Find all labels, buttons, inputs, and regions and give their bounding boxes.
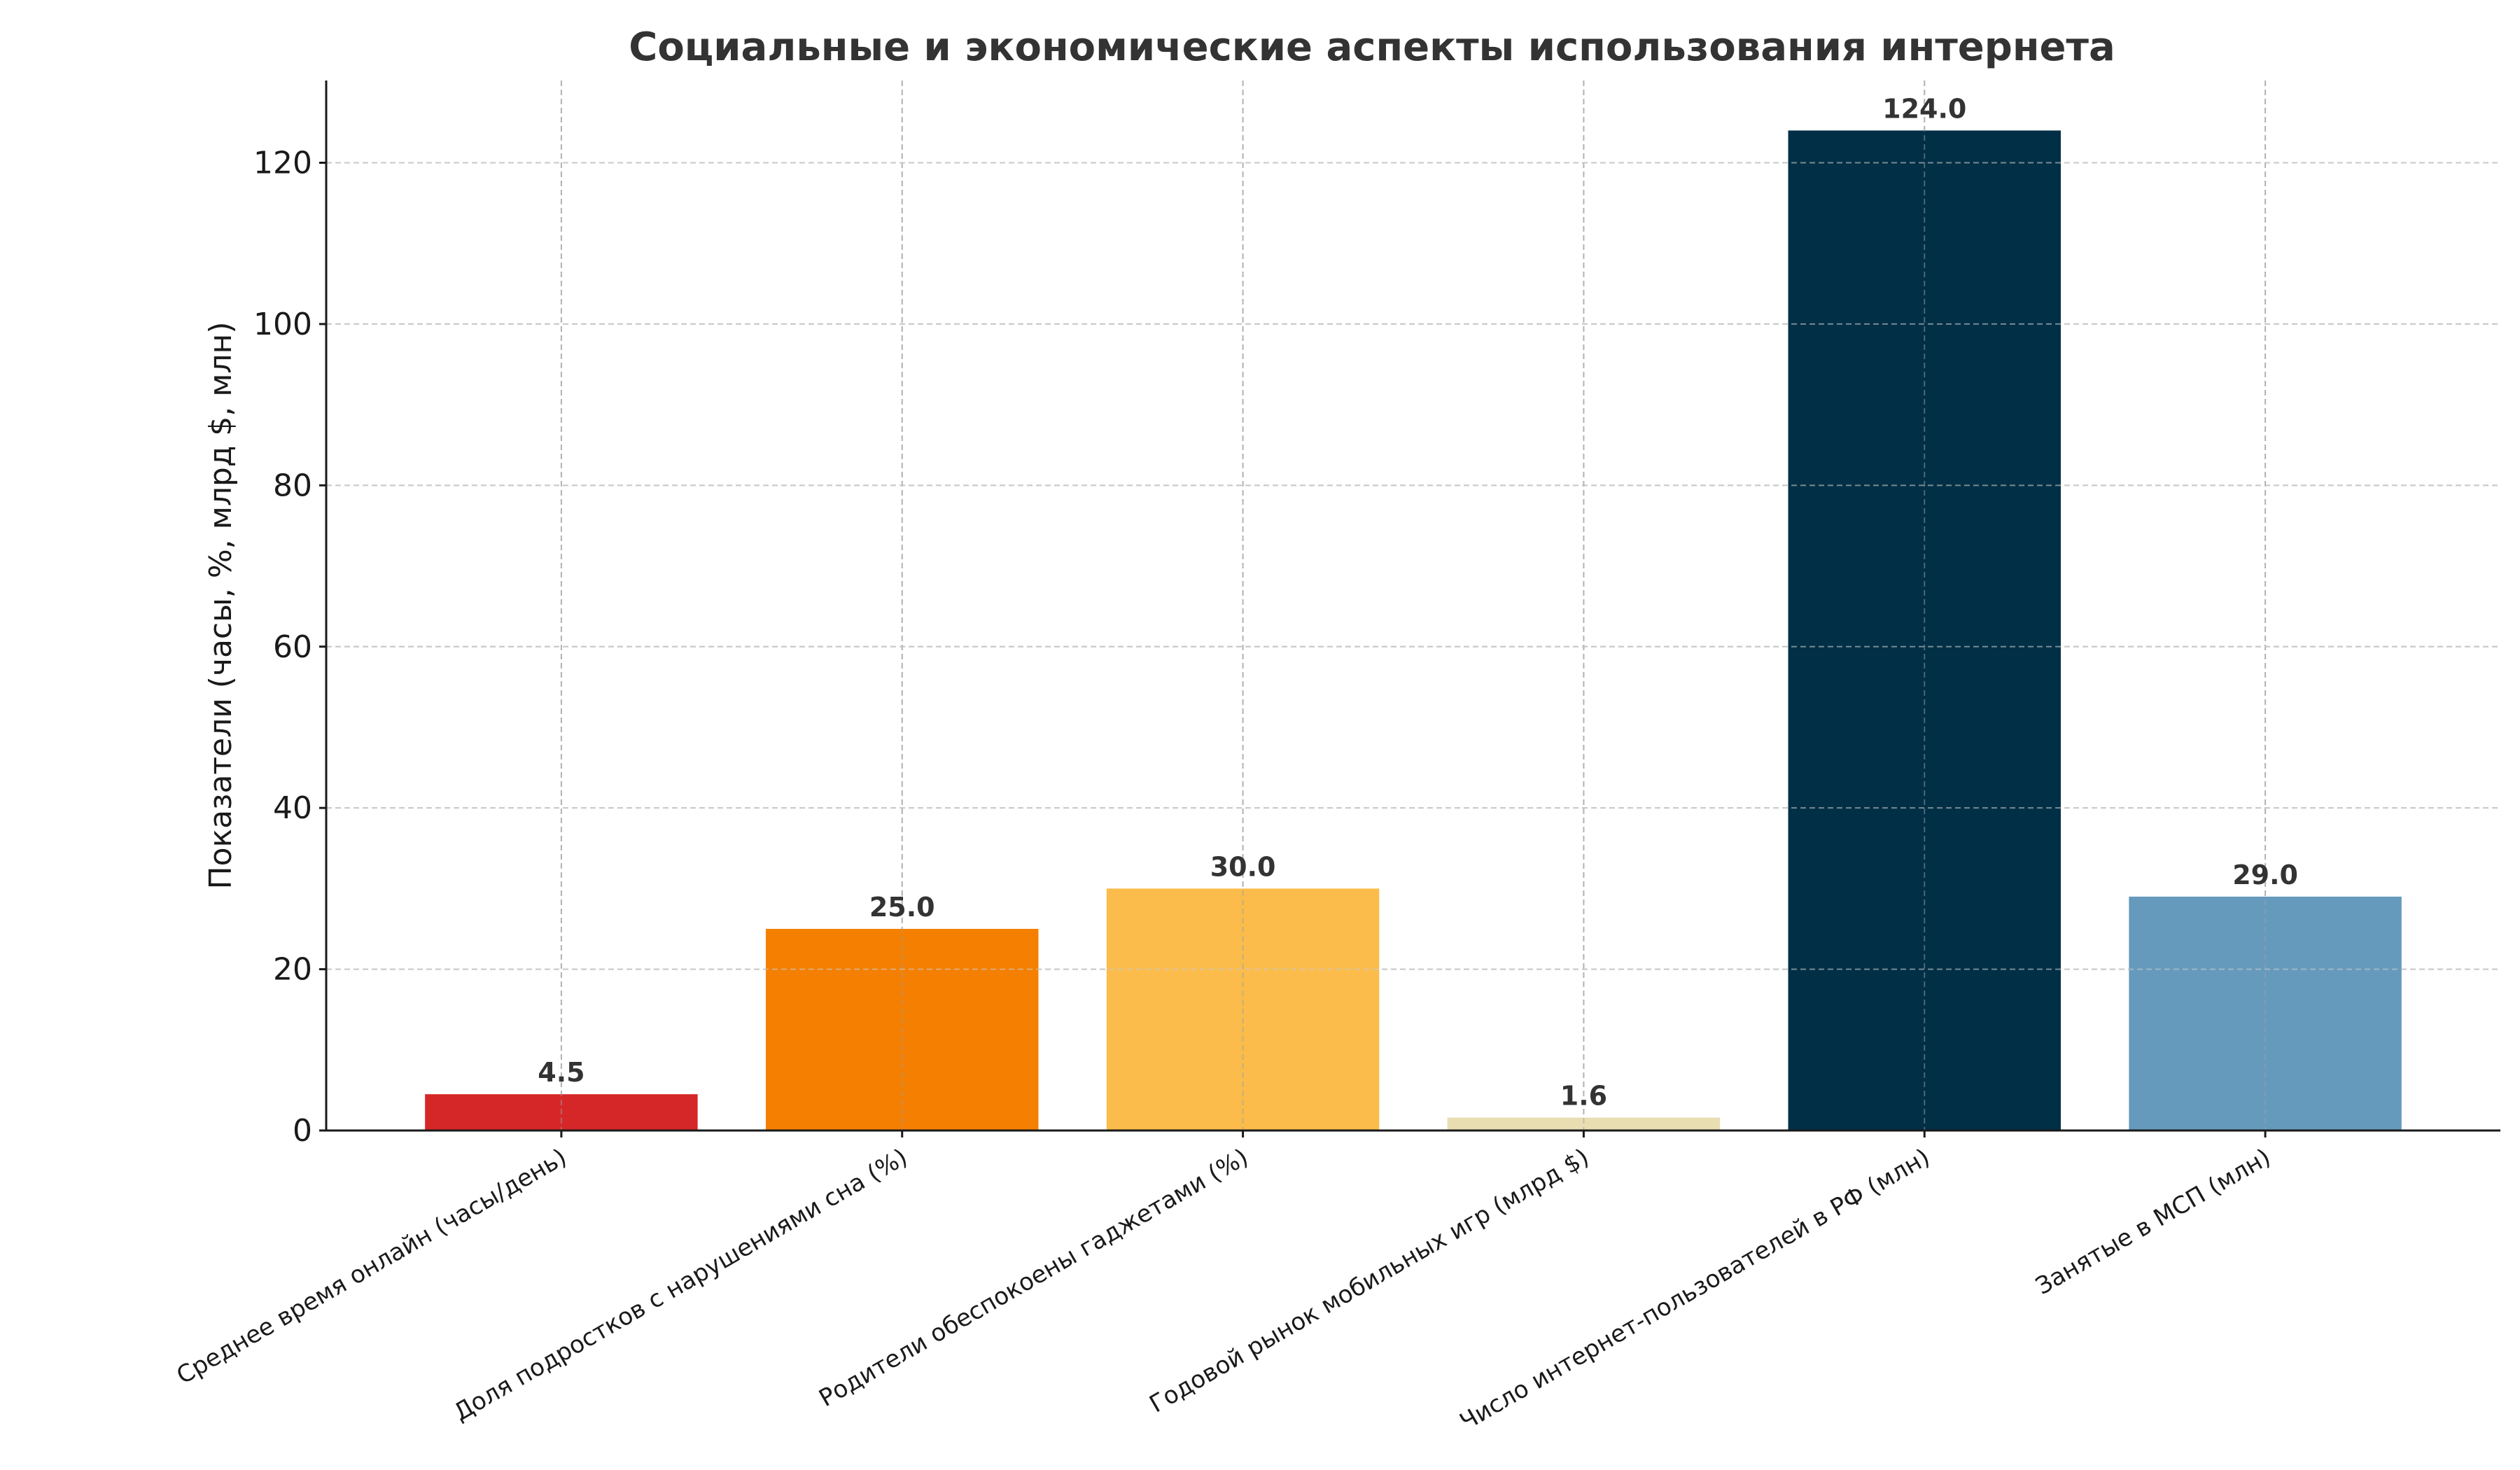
- chart-title: Социальные и экономические аспекты испол…: [629, 24, 2115, 70]
- y-tick-label: 100: [253, 307, 312, 342]
- value-label: 4.5: [538, 1057, 584, 1088]
- y-tick-label: 120: [253, 146, 312, 181]
- bar: [1447, 1117, 1721, 1130]
- value-label: 30.0: [1210, 851, 1276, 882]
- y-tick-label: 0: [293, 1113, 312, 1149]
- value-label: 1.6: [1560, 1081, 1607, 1112]
- y-tick-label: 60: [273, 629, 312, 665]
- axes: [319, 80, 2500, 1138]
- y-tick-label: 40: [273, 790, 312, 826]
- x-tick-label: Среднее время онлайн (часы/день): [172, 1143, 572, 1390]
- bars: [326, 80, 2500, 1130]
- value-label: 25.0: [869, 892, 935, 923]
- y-axis-label: Показатели (часы, %, млрд $, млн): [203, 322, 239, 890]
- y-tick-label: 20: [273, 952, 312, 988]
- y-tick-label: 80: [273, 468, 312, 503]
- x-tick-label: Занятые в МСП (млн): [2031, 1143, 2275, 1301]
- value-label: 29.0: [2232, 860, 2298, 890]
- value-label: 124.0: [1882, 93, 1966, 124]
